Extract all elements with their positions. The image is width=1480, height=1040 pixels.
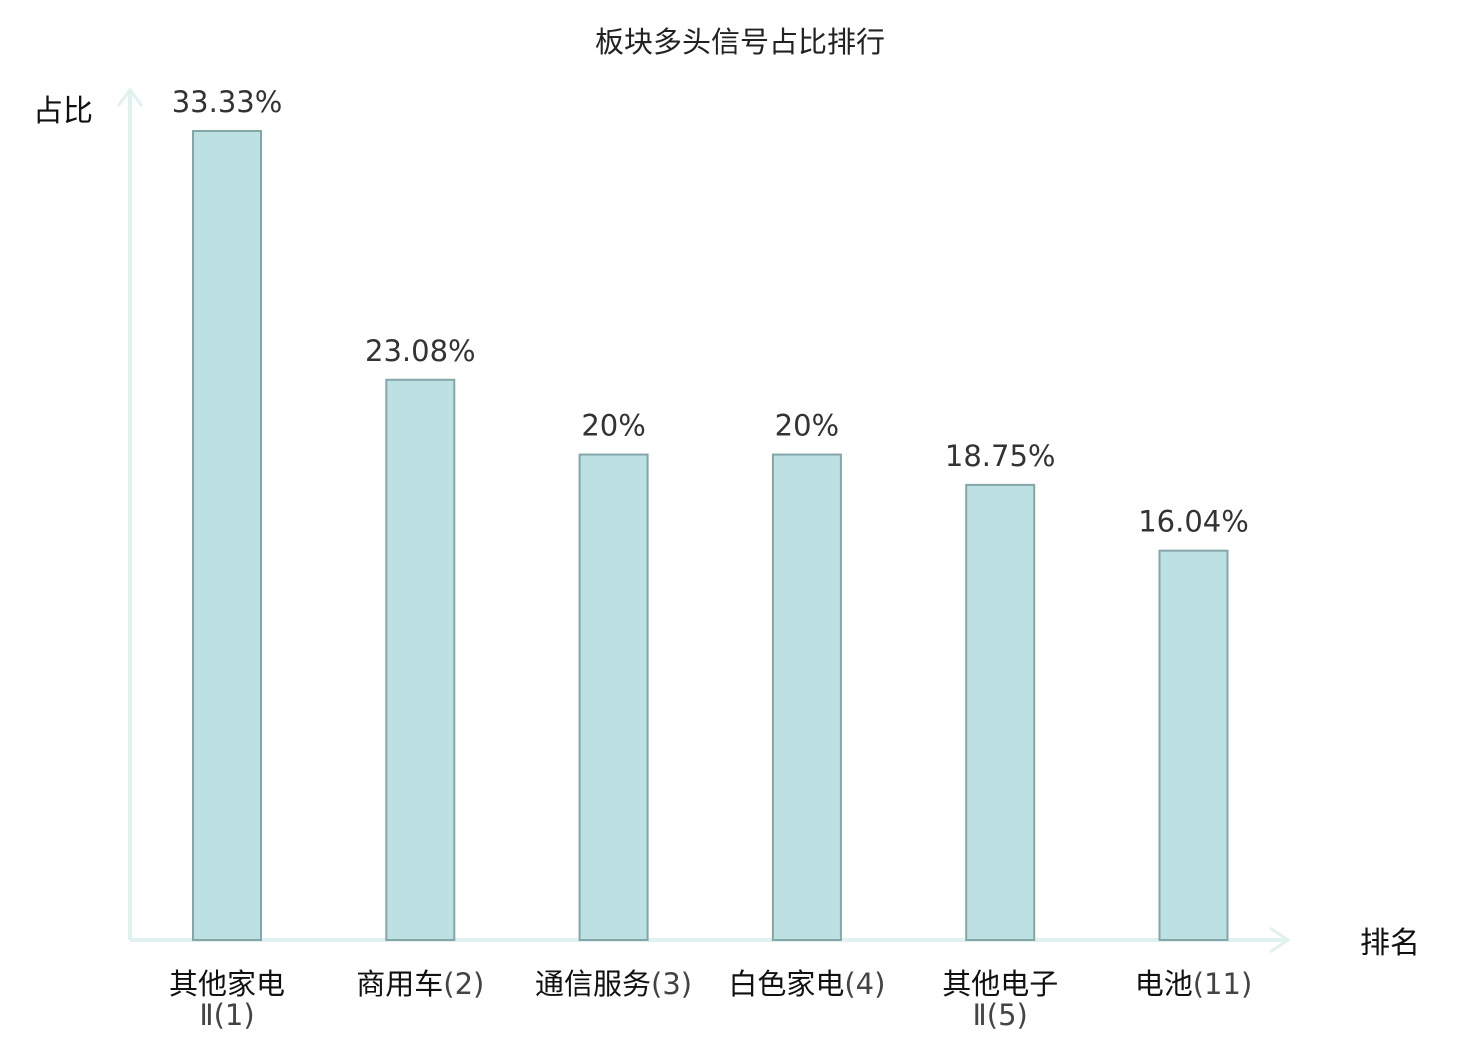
bar-value-label-1: 33.33% — [172, 85, 283, 119]
x-axis — [130, 926, 1291, 954]
bar-value-label-2: 23.08% — [365, 334, 476, 368]
x-tick-rank: (4) — [844, 967, 885, 1001]
x-axis-label: 排名 — [1360, 926, 1420, 961]
x-tick-label-3: 通信服务(3) — [535, 967, 692, 1001]
x-tick-name: 其他家电 — [169, 967, 285, 1001]
bar-4 — [771, 453, 842, 941]
bar-3 — [578, 453, 649, 941]
bar-1 — [192, 130, 262, 941]
bar-2 — [385, 378, 456, 942]
x-tick-rank: Ⅱ(5) — [973, 998, 1028, 1032]
x-tick-label-1: 其他家电 Ⅱ(1) — [169, 967, 285, 1032]
x-tick-label-4: 白色家电(4) — [728, 967, 885, 1001]
x-tick-label-2: 商用车(2) — [356, 967, 484, 1001]
chart-title: 板块多头信号占比排行 — [595, 25, 885, 59]
x-tick-rank: (3) — [651, 967, 692, 1001]
y-axis-label: 占比 — [33, 94, 93, 129]
y-axis — [116, 87, 144, 940]
x-tick-label-5: 其他电子 Ⅱ(5) — [942, 967, 1058, 1032]
x-axis-arrow-icon — [1269, 926, 1291, 954]
bar-5 — [965, 483, 1036, 941]
x-tick-name: 通信服务 — [535, 967, 651, 1001]
x-tick-rank: Ⅱ(1) — [199, 998, 254, 1032]
bar-value-label-4: 20% — [775, 409, 839, 443]
x-tick-name: 电池 — [1135, 967, 1193, 1001]
x-tick-rank: (11) — [1193, 967, 1253, 1001]
x-tick-name: 商用车 — [356, 967, 443, 1001]
y-axis-arrow-icon — [116, 87, 144, 107]
bar-value-label-3: 20% — [581, 409, 645, 443]
bars-group — [192, 130, 1229, 942]
x-tick-label-6: 电池(11) — [1135, 967, 1253, 1001]
x-tick-labels-group: 其他家电 Ⅱ(1) 商用车(2) 通信服务(3) 白色家电(4) 其他电子 Ⅱ(5) 电池(1… — [169, 967, 1252, 1032]
value-labels-group: 33.33% 23.08% 20% 20% 18.75% 16.04% — [172, 85, 1249, 539]
x-tick-name: 白色家电 — [728, 967, 844, 1001]
bar-value-label-5: 18.75% — [945, 439, 1056, 473]
x-tick-name: 其他电子 — [942, 967, 1058, 1001]
bar-6 — [1158, 549, 1229, 942]
bar-value-label-6: 16.04% — [1138, 505, 1249, 539]
x-tick-rank: (2) — [443, 967, 484, 1001]
